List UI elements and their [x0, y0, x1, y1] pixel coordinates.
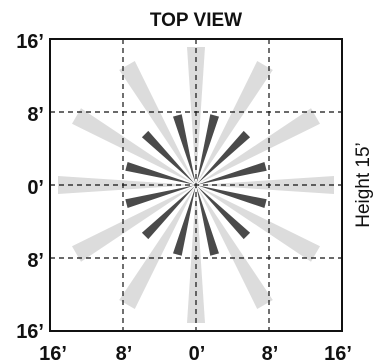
outer-beam-group: [58, 47, 334, 323]
outer-beam: [197, 61, 273, 184]
x-tick-label-left-mid: 8’: [116, 343, 133, 364]
grid-lines: [50, 39, 342, 331]
inner-beam: [196, 185, 251, 240]
x-tick-label-right-mid: 8’: [262, 343, 279, 364]
inner-beam: [125, 185, 195, 208]
inner-beam: [196, 186, 219, 256]
outer-beam: [197, 108, 320, 184]
outer-beam: [197, 186, 273, 309]
x-tick-label-center: 0’: [189, 343, 206, 364]
inner-beam: [173, 186, 196, 256]
height-label: Height 15’: [353, 142, 374, 228]
inner-beam-group: [125, 114, 267, 256]
outer-beam: [119, 186, 195, 309]
diagram-frame: [49, 38, 343, 332]
x-tick-label-right: 16’: [324, 343, 352, 364]
inner-beam: [173, 114, 196, 184]
outer-beam: [197, 186, 320, 262]
y-tick-label-center: 0’: [27, 177, 44, 199]
inner-beam: [197, 162, 267, 185]
inner-beam: [197, 185, 267, 208]
outer-beam: [119, 61, 195, 184]
inner-beam: [125, 162, 195, 185]
outer-beam: [72, 108, 195, 184]
y-tick-label-lower: 8’: [27, 250, 44, 272]
inner-beam: [141, 185, 196, 240]
inner-beam: [141, 130, 196, 185]
diagram-title: TOP VIEW: [150, 10, 242, 31]
y-tick-label-top: 16’: [16, 31, 44, 53]
outer-beam: [72, 186, 195, 262]
y-tick-label-upper: 8’: [27, 104, 44, 126]
inner-beam: [196, 130, 251, 185]
x-tick-label-left: 16’: [39, 343, 67, 364]
inner-beam: [196, 114, 219, 184]
y-tick-label-bottom: 16’: [16, 321, 44, 343]
